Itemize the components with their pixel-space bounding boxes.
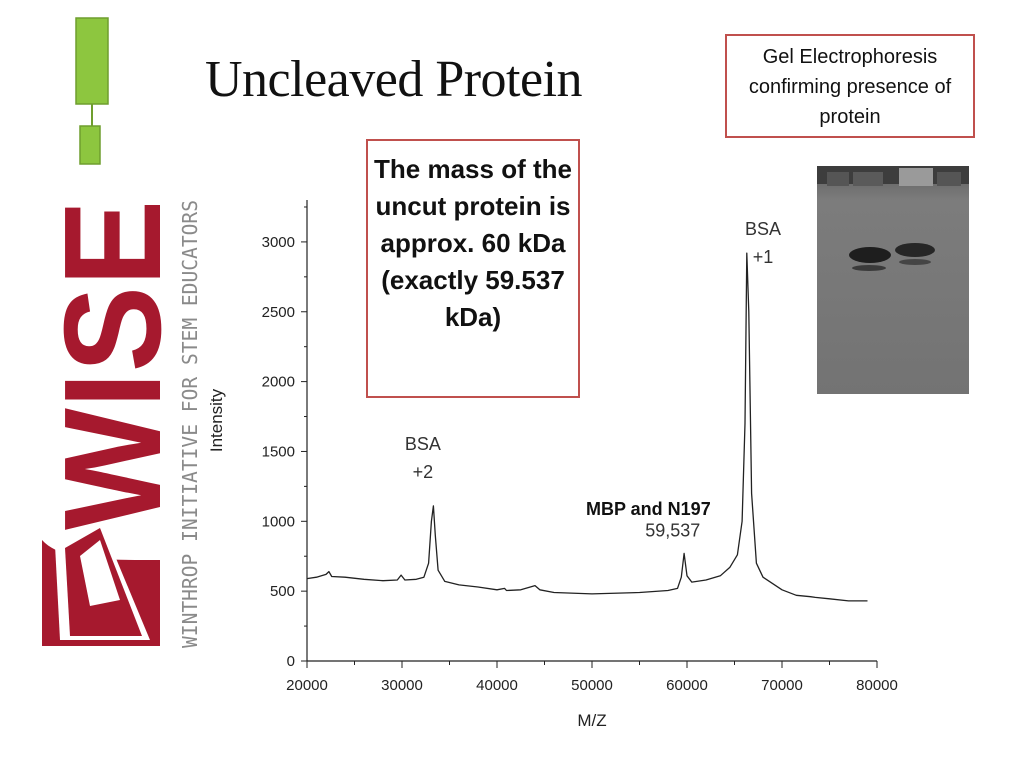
logo-wordmark: WISE <box>36 200 190 530</box>
x-tick-label: 20000 <box>286 677 328 694</box>
y-tick-label: 1500 <box>262 443 295 460</box>
peak-note-mbp-n197: MBP and N197 <box>586 499 711 519</box>
spectrum-line <box>306 252 868 602</box>
peak-annotation: +1 <box>753 247 774 267</box>
logo-emblem <box>42 520 160 646</box>
x-tick-label: 80000 <box>856 677 898 694</box>
x-tick-label: 40000 <box>476 677 518 694</box>
x-tick-label: 70000 <box>761 677 803 694</box>
gel-bands <box>817 166 969 394</box>
y-tick-label: 0 <box>287 653 295 670</box>
y-tick-label: 2000 <box>262 374 295 391</box>
peak-annotation: 59,537 <box>645 521 700 541</box>
gel-callout: Gel Electrophoresis confirming presence … <box>725 34 975 138</box>
x-tick-label: 50000 <box>571 677 613 694</box>
slide-title: Uncleaved Protein <box>205 51 583 108</box>
x-tick-label: 30000 <box>381 677 423 694</box>
logo-green-bar-large <box>75 17 109 105</box>
y-tick-label: 3000 <box>262 234 295 251</box>
logo-green-bar-small <box>79 125 101 165</box>
peak-annotation: BSA <box>405 434 441 454</box>
y-tick-label: 500 <box>270 583 295 600</box>
peak-annotation: +2 <box>413 462 434 482</box>
y-tick-label: 2500 <box>262 304 295 321</box>
x-tick-label: 60000 <box>666 677 708 694</box>
peak-annotation: BSA <box>745 219 781 239</box>
y-axis-label: Intensity <box>207 388 226 452</box>
y-tick-label: 1000 <box>262 513 295 530</box>
x-axis-label: M/Z <box>577 711 606 730</box>
gel-image <box>817 166 969 394</box>
mass-callout: The mass of the uncut protein is approx.… <box>366 139 580 398</box>
logo-tagline: WINTHROP INITIATIVE FOR STEM EDUCATORS <box>178 200 202 648</box>
wise-logo: WISE WINTHROP INITIATIVE FOR STEM EDUCAT… <box>36 17 202 648</box>
